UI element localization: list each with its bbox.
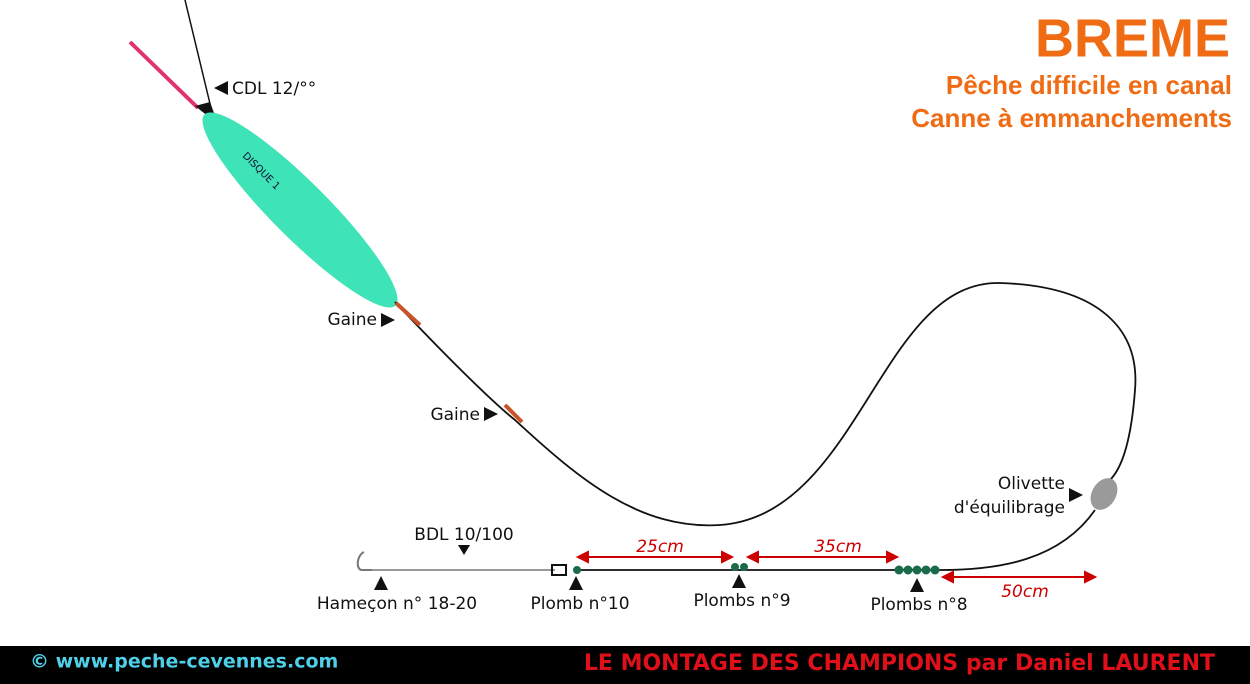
distance-arrows bbox=[575, 550, 1098, 584]
sleeve bbox=[394, 301, 422, 327]
subtitle: Pêche difficile en canal bbox=[946, 70, 1232, 100]
label: BDL 10/100 bbox=[414, 525, 513, 545]
footer-credit: LE MONTAGE DES CHAMPIONS par Daniel LAUR… bbox=[584, 651, 1215, 676]
label: d'équilibrage bbox=[954, 498, 1065, 518]
pointer bbox=[569, 576, 583, 590]
distance-label: 35cm bbox=[814, 537, 862, 557]
label: CDL 12/°° bbox=[232, 79, 316, 99]
pointer bbox=[214, 81, 228, 95]
main-line-end bbox=[575, 509, 1096, 571]
pointer bbox=[910, 578, 924, 592]
pointer bbox=[458, 545, 470, 555]
label: Olivette bbox=[998, 474, 1065, 494]
footer-website[interactable]: © www.peche-cevennes.com bbox=[30, 651, 338, 673]
title: BREME bbox=[1035, 8, 1230, 68]
float-body bbox=[202, 112, 398, 308]
float-body-group: DISQUE 1 bbox=[202, 112, 398, 308]
label: Hameçon n° 18-20 bbox=[317, 594, 477, 614]
label: Plomb n°10 bbox=[530, 594, 629, 614]
main-line bbox=[184, 0, 213, 113]
pointer bbox=[732, 574, 746, 588]
pointer bbox=[484, 407, 498, 421]
shot bbox=[921, 565, 931, 575]
olivette bbox=[1090, 478, 1118, 510]
shot bbox=[731, 563, 739, 571]
shot bbox=[894, 565, 904, 575]
subtitle: Canne à emmanchements bbox=[911, 103, 1232, 133]
sleeve bbox=[503, 403, 524, 424]
shot bbox=[930, 565, 940, 575]
footer-bar bbox=[0, 646, 1250, 684]
pointer bbox=[374, 576, 388, 590]
distance-label: 25cm bbox=[636, 537, 684, 557]
float-antenna bbox=[128, 40, 200, 110]
pointer bbox=[381, 313, 395, 327]
arrowheads bbox=[745, 550, 900, 564]
label: Gaine bbox=[327, 310, 377, 330]
arrowheads bbox=[940, 570, 1098, 584]
shot bbox=[912, 565, 922, 575]
label: Plombs n°9 bbox=[693, 591, 790, 611]
hook bbox=[356, 551, 372, 571]
shot bbox=[740, 563, 748, 571]
shot bbox=[573, 566, 581, 574]
pointer bbox=[1069, 488, 1083, 502]
distance-label: 50cm bbox=[1001, 582, 1049, 602]
pointers bbox=[214, 81, 1083, 592]
swivel bbox=[551, 564, 567, 576]
shot bbox=[903, 565, 913, 575]
main-line-loop bbox=[394, 282, 1137, 527]
label: Gaine bbox=[430, 405, 480, 425]
label: Plombs n°8 bbox=[870, 595, 967, 615]
arrowheads bbox=[575, 550, 735, 564]
